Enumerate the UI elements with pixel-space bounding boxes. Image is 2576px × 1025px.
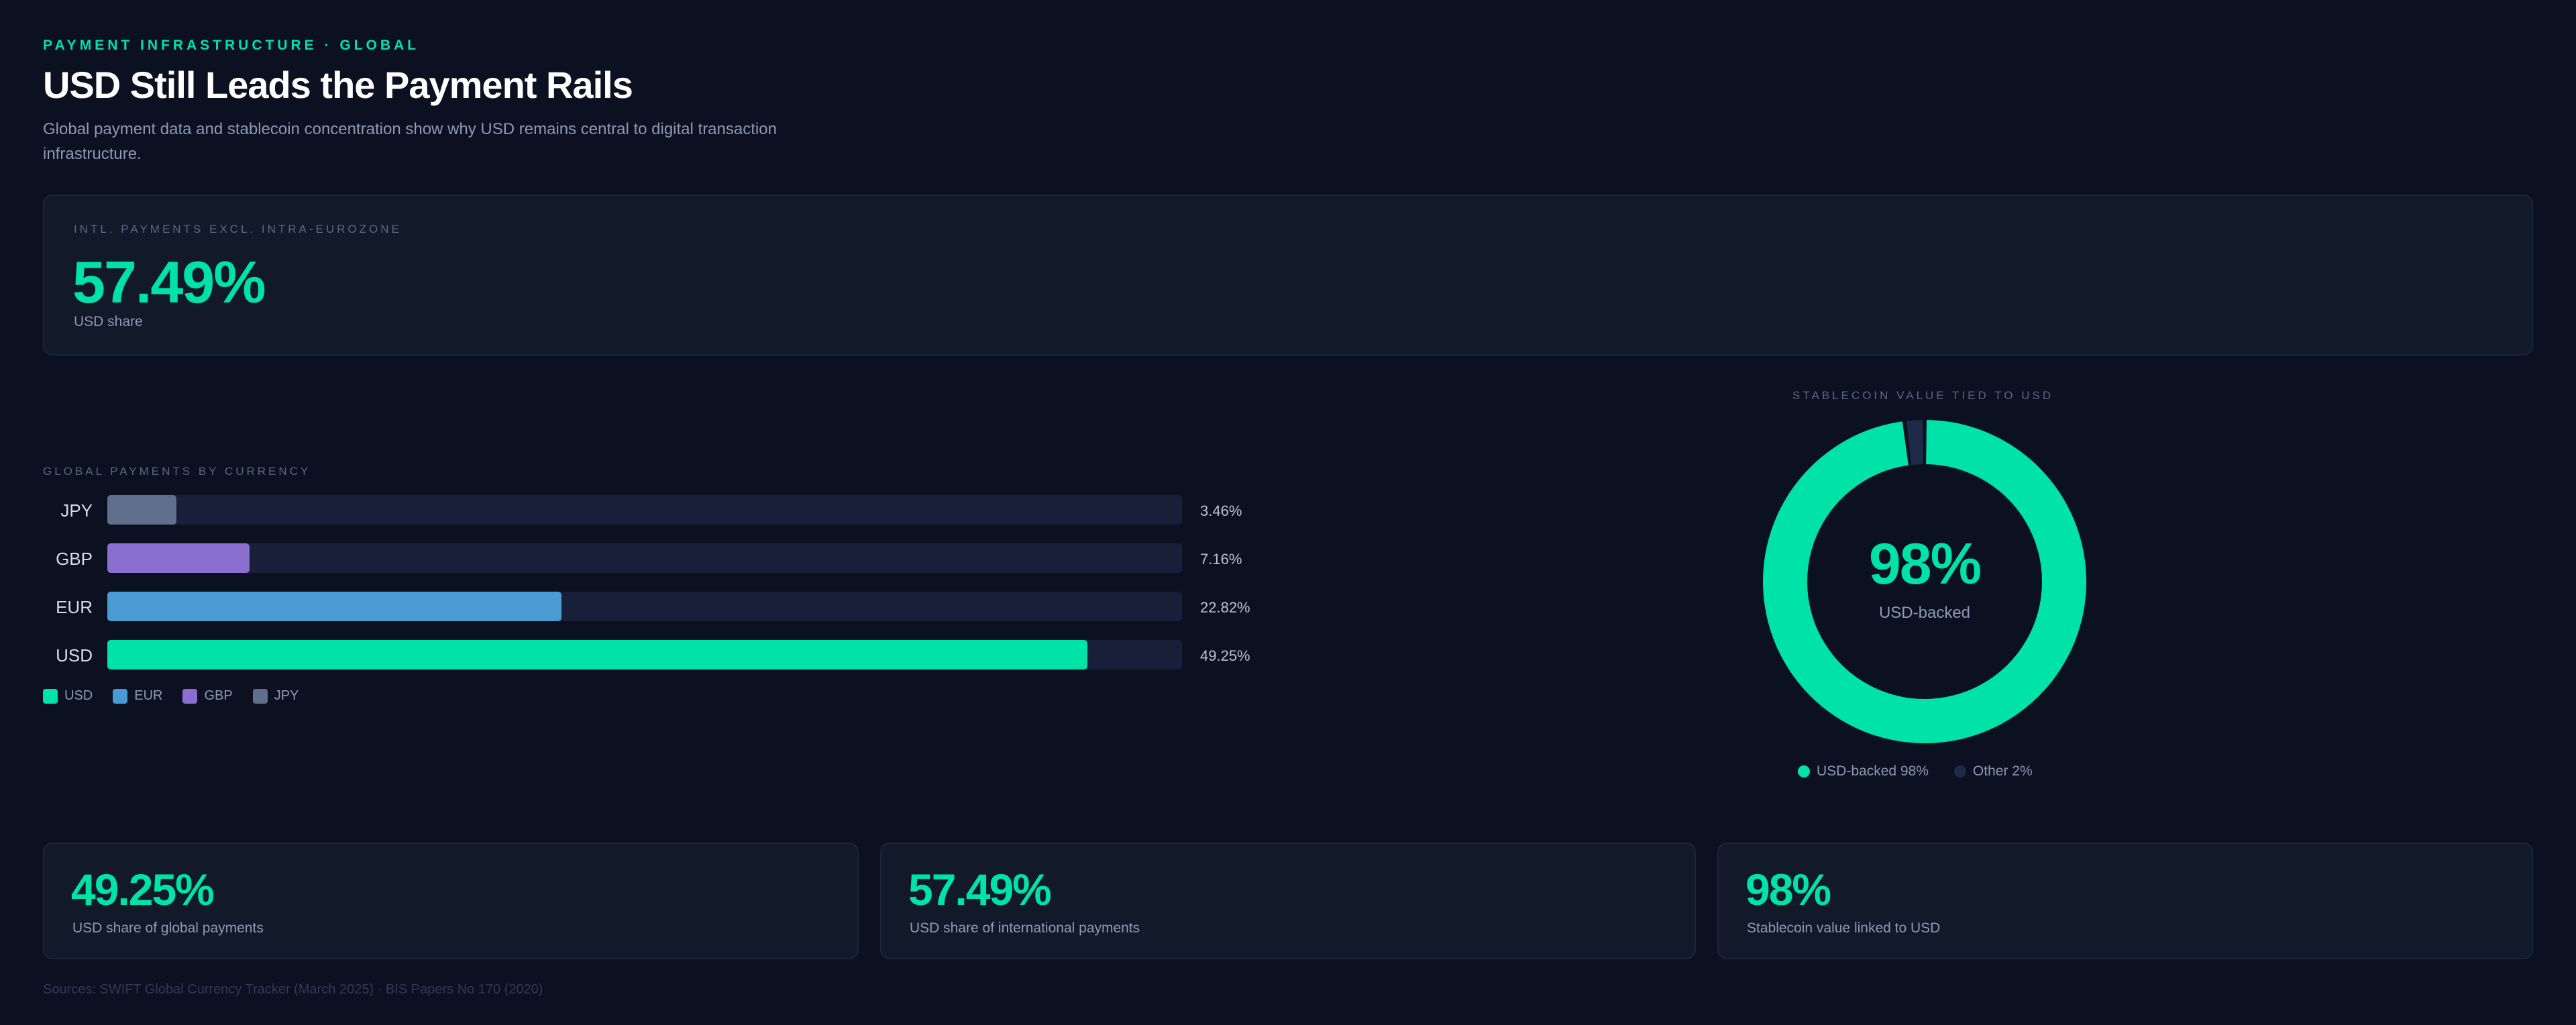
stat-label: USD share of international payments [910, 920, 1140, 936]
bar-chart-legend: USD EUR GBP JPY [43, 688, 299, 704]
donut-chart-title: STABLECOIN VALUE TIED TO USD [1792, 389, 2054, 402]
donut-center-label: USD-backed [1878, 604, 1971, 622]
page-title: USD Still Leads the Payment Rails [43, 64, 633, 106]
legend-label: EUR [134, 688, 163, 703]
legend-dot [1953, 765, 1966, 777]
eyebrow: PAYMENT INFRASTRUCTURE · GLOBAL [43, 38, 419, 53]
stat-label: Stablecoin value linked to USD [1747, 920, 1941, 936]
stat-value: 57.49% [908, 865, 1052, 914]
stat-card-stablecoin: 98% Stablecoin value linked to USD [1717, 843, 2533, 959]
donut-chart: 98% USD-backed [1760, 417, 2089, 746]
legend-label: USD [64, 688, 93, 703]
bar-category-label: USD [56, 645, 93, 665]
bar-value-label: 7.16% [1200, 551, 1242, 568]
legend-item-usd: USD [43, 688, 93, 704]
bar-row-gbp: GBP 7.16% [43, 543, 1318, 573]
donut-legend-item: Other 2% [1953, 763, 2033, 779]
bar-track [107, 592, 1182, 621]
donut-slice-other [1906, 420, 1924, 466]
donut-slice-usd-backed [1763, 420, 2086, 743]
legend-item-gbp: GBP [182, 688, 233, 704]
bar-jpy [107, 495, 176, 525]
hero-value: 57.49% [72, 249, 266, 315]
bar-track [107, 640, 1182, 669]
stat-value: 98% [1746, 865, 1831, 914]
legend-swatch [113, 688, 128, 704]
legend-label: Other 2% [1972, 763, 2033, 779]
bar-row-usd: USD 49.25% [43, 640, 1318, 669]
hero-sub: USD share [74, 314, 143, 329]
bar-category-label: GBP [56, 549, 93, 569]
bar-track [107, 495, 1182, 525]
legend-label: GBP [204, 688, 233, 703]
bar-category-label: EUR [56, 597, 93, 617]
bar-chart-title: GLOBAL PAYMENTS BY CURRENCY [43, 465, 311, 478]
bar-usd [107, 640, 1088, 669]
stat-label: USD share of global payments [72, 920, 264, 936]
sources-note: Sources: SWIFT Global Currency Tracker (… [43, 982, 543, 997]
stat-card-international: 57.49% USD share of international paymen… [880, 843, 1696, 959]
hero-stat-card: INTL. PAYMENTS EXCL. INTRA-EUROZONE 57.4… [43, 195, 2533, 356]
bar-track [107, 543, 1182, 573]
legend-swatch [252, 688, 268, 704]
donut-center-value: 98% [1868, 532, 1982, 596]
bar-value-label: 49.25% [1200, 647, 1250, 664]
legend-swatch [43, 688, 58, 704]
legend-item-eur: EUR [113, 688, 162, 704]
bar-eur [107, 592, 561, 621]
legend-swatch [182, 688, 198, 704]
legend-label: JPY [274, 688, 299, 703]
bar-value-label: 3.46% [1200, 502, 1242, 519]
donut-svg [1763, 420, 2086, 743]
bar-category-label: JPY [60, 500, 93, 521]
hero-label: INTL. PAYMENTS EXCL. INTRA-EUROZONE [74, 223, 402, 235]
bar-value-label: 22.82% [1200, 599, 1250, 616]
stat-value: 49.25% [71, 865, 215, 914]
donut-legend: USD-backed 98% Other 2% [1798, 763, 2033, 779]
page-subtitle: Global payment data and stablecoin conce… [43, 120, 777, 163]
legend-dot [1798, 765, 1810, 777]
bar-row-eur: EUR 22.82% [43, 592, 1318, 621]
bar-row-jpy: JPY 3.46% [43, 495, 1318, 525]
legend-item-jpy: JPY [252, 688, 299, 704]
legend-label: USD-backed 98% [1817, 763, 1929, 779]
bar-gbp [107, 543, 250, 573]
stat-card-global: 49.25% USD share of global payments [43, 843, 859, 959]
donut-legend-item: USD-backed 98% [1798, 763, 1929, 779]
